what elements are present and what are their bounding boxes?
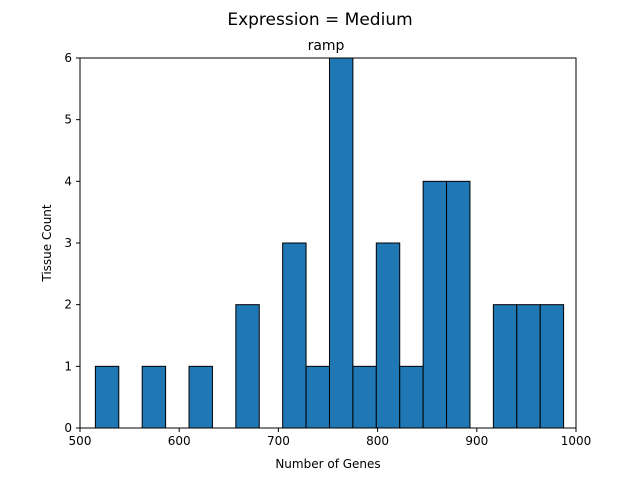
histogram-bar-18	[516, 304, 541, 429]
y-axis-label: Tissue Count	[40, 204, 54, 283]
histogram-bar-14	[422, 180, 448, 429]
y-tick-label-4: 4	[64, 174, 72, 188]
figure-suptitle: Expression = Medium	[227, 10, 412, 30]
y-tick-label-3: 3	[64, 236, 72, 250]
histogram-bar-0	[94, 365, 120, 429]
histogram-bar-13	[399, 365, 424, 429]
axes-title: ramp	[308, 38, 345, 54]
histogram-bar-8	[282, 242, 307, 429]
histogram-bar-15	[446, 180, 471, 429]
y-tick-label-1: 1	[64, 359, 72, 373]
histogram-bar-6	[235, 304, 260, 429]
x-axis-ticks: 500 600 700 800 900 1000	[69, 428, 592, 448]
x-tick-label-3: 800	[366, 434, 389, 448]
y-axis-ticks: 0 1 2 3 4 5 6	[64, 51, 80, 435]
axes-frame	[79, 57, 577, 429]
y-tick-label-2: 2	[64, 298, 72, 312]
x-tick-label-4: 900	[465, 434, 488, 448]
x-tick-label-5: 1000	[561, 434, 592, 448]
histogram-bar-11	[352, 365, 377, 429]
y-tick-label-6: 6	[64, 51, 72, 65]
x-tick-label-1: 600	[168, 434, 191, 448]
x-tick-label-2: 700	[267, 434, 290, 448]
histogram-bar-10	[328, 57, 354, 429]
y-tick-label-0: 0	[64, 421, 72, 435]
histogram-bar-19	[539, 304, 565, 429]
y-tick-label-5: 5	[64, 113, 72, 127]
x-axis-label: Number of Genes	[275, 457, 380, 471]
histogram-bar-4	[188, 365, 213, 429]
histogram-bar-12	[375, 242, 401, 429]
x-tick-label-0: 500	[69, 434, 92, 448]
histogram-bar-9	[305, 365, 330, 429]
histogram-bar-2	[141, 365, 167, 429]
histogram-bar-17	[492, 304, 518, 429]
